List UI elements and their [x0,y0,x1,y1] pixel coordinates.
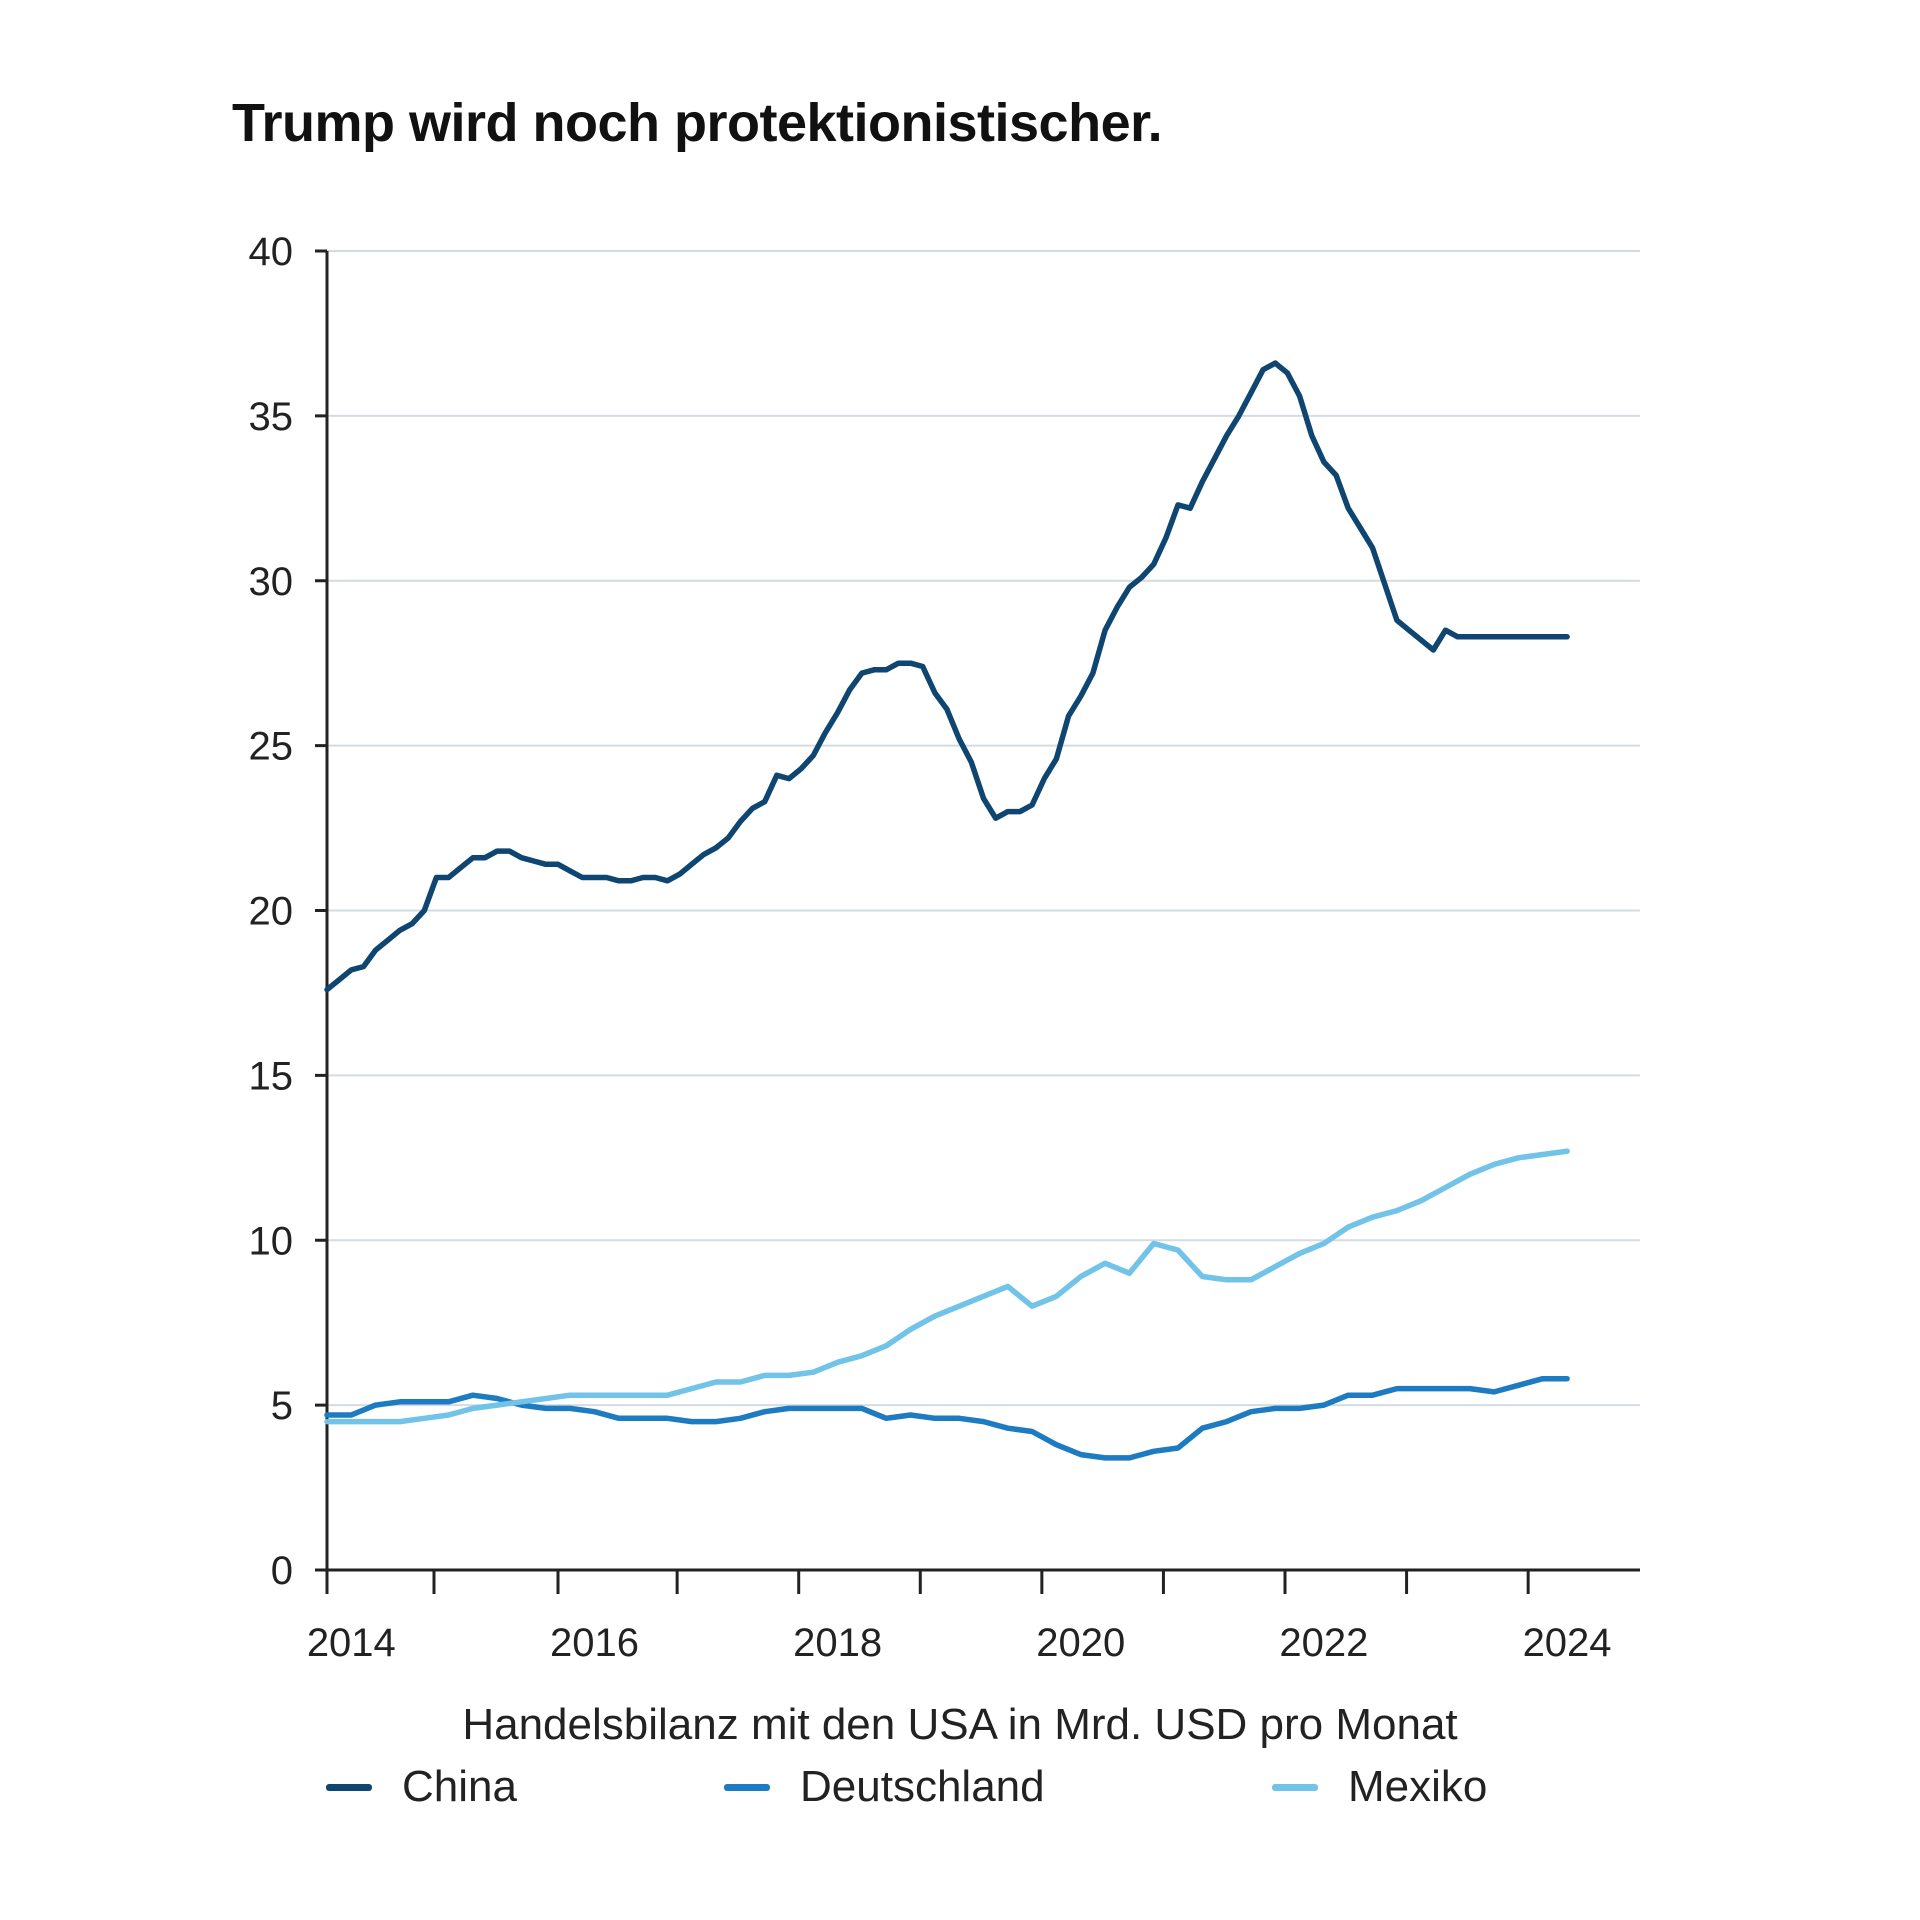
legend-swatch-china [326,1783,372,1791]
grid-lines [327,250,1640,1407]
y-tick-label-5: 5 [271,1384,293,1428]
x-tick-label-2024: 2024 [1523,1621,1612,1665]
legend-entry-china: China [326,1762,517,1812]
y-tick-label-25: 25 [249,725,294,769]
legend-swatch-deutschland [724,1783,770,1791]
y-tick-label-30: 30 [249,560,294,604]
series-line-mexiko [324,1148,1570,1425]
legend: China Deutschland Mexiko [0,1762,1920,1822]
x-tick-label-2016: 2016 [550,1621,639,1665]
legend-swatch-mexiko [1272,1783,1318,1791]
series-line-china [324,360,1570,993]
y-tick-label-0: 0 [271,1549,293,1593]
legend-label-mexiko: Mexiko [1348,1762,1488,1811]
series-lines [324,360,1570,1461]
legend-entry-deutschland: Deutschland [724,1762,1045,1812]
y-tick-label-40: 40 [249,230,294,274]
x-tick-label-2018: 2018 [793,1621,882,1665]
legend-label-deutschland: Deutschland [800,1762,1045,1811]
series-line-deutschland [324,1375,1570,1461]
x-tick-label-2014: 2014 [307,1621,396,1665]
tick-labels: 0 5 10 15 20 25 30 35 40 2014 2016 2018 2020 2022 2024 [249,230,1612,1665]
chart-title: Trump wird noch protektionistischer. [232,93,1163,153]
y-tick-label-20: 20 [249,890,294,934]
x-tick-label-2022: 2022 [1279,1621,1368,1665]
axes [315,249,1640,1594]
legend-label-china: China [402,1762,517,1811]
legend-entry-mexiko: Mexiko [1272,1762,1487,1812]
x-tick-label-2020: 2020 [1036,1621,1125,1665]
x-axis-caption: Handelsbilanz mit den USA in Mrd. USD pr… [462,1700,1458,1749]
y-tick-label-35: 35 [249,395,294,439]
y-tick-label-15: 15 [249,1054,294,1098]
y-tick-label-10: 10 [249,1219,294,1263]
